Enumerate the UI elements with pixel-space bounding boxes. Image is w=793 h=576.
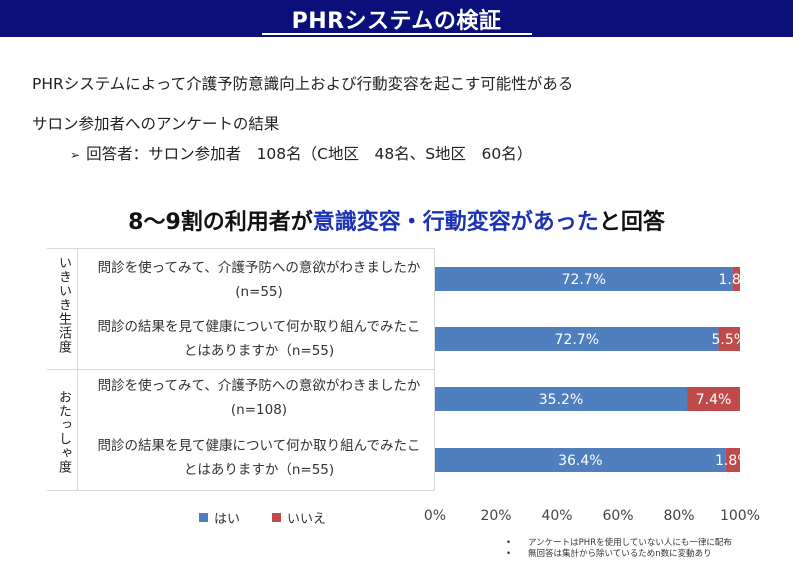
headline: 8〜9割の利用者が意識変容・行動変容があったと回答	[0, 204, 793, 236]
bar-label-no-1: 1.8%	[719, 272, 755, 288]
x-tick-label: 20%	[480, 508, 511, 524]
table-right-border	[434, 248, 435, 491]
question-4-line-2: とはありますか（n=55)	[183, 462, 335, 478]
bar-yes-3	[435, 387, 688, 411]
x-tick-label: 0%	[424, 508, 446, 524]
bar-label-yes-2: 72.7%	[555, 332, 599, 348]
intro-line-2: サロン参加者へのアンケートの結果	[32, 115, 280, 133]
title-underline	[262, 33, 532, 35]
footnote-2: • 無回答は集計から除いているためn数に変動あり	[506, 549, 712, 559]
bar-label-no-2: 5.5%	[711, 332, 747, 348]
table-top-border	[47, 248, 435, 249]
question-2-line-1: 問診の結果を見て健康について何か取り組んでみたこ	[97, 319, 421, 335]
x-tick-label: 80%	[663, 508, 694, 524]
bar-yes-4	[435, 448, 726, 472]
intro-line-1: PHRシステムによって介護予防意識向上および行動変容を起こす可能性がある	[32, 75, 574, 93]
table-bottom-border	[47, 490, 435, 491]
legend-swatch-yes	[199, 513, 208, 522]
group-label-ikiiki: いきいき生活度	[56, 256, 71, 354]
question-3: 問診を使ってみて、介護予防への意欲がわきましたか (n=108)	[83, 374, 435, 422]
question-3-line-1: 問診を使ってみて、介護予防への意欲がわきましたか	[97, 378, 421, 394]
bar-label-yes-3: 35.2%	[539, 392, 583, 408]
legend-swatch-no	[272, 513, 281, 522]
question-1-line-1: 問診を使ってみて、介護予防への意欲がわきましたか	[97, 260, 421, 276]
x-tick-label: 40%	[541, 508, 572, 524]
footnote-1: • アンケートはPHRを使用していない人にも一律に配布	[506, 538, 732, 548]
legend-item-no: いいえ	[272, 508, 326, 527]
legend-label-yes: はい	[214, 512, 241, 527]
page-title: PHRシステムの検証	[291, 8, 502, 34]
headline-highlight: 意識変容・行動変容があった	[312, 210, 599, 235]
bullet-arrow-icon: ➢	[70, 148, 81, 162]
bar-label-yes-4: 36.4%	[558, 453, 602, 469]
x-tick-label: 100%	[720, 508, 760, 524]
x-tick-label: 60%	[602, 508, 633, 524]
bar-no-1	[732, 267, 740, 291]
bar-no-3	[687, 387, 740, 411]
legend-label-no: いいえ	[287, 512, 327, 527]
bar-label-yes-1: 72.7%	[562, 272, 606, 288]
footnotes: • アンケートはPHRを使用していない人にも一律に配布 • 無回答は集計から除い…	[506, 538, 732, 560]
title-bar: PHRシステムの検証	[0, 0, 793, 37]
respondents-text: 回答者：サロン参加者 108名（C地区 48名、S地区 60名）	[86, 145, 533, 163]
legend-item-yes: はい	[199, 508, 240, 527]
bar-yes-2	[435, 327, 719, 351]
bar-label-no-4: 1.8%	[715, 453, 751, 469]
bar-no-4	[725, 448, 740, 472]
table-group-divider	[47, 369, 435, 370]
bar-no-2	[718, 327, 740, 351]
question-2: 問診の結果を見て健康について何か取り組んでみたこ とはありますか（n=55)	[83, 315, 435, 363]
question-2-line-2: とはありますか（n=55)	[183, 343, 335, 359]
question-3-line-2: (n=108)	[230, 402, 288, 418]
bar-yes-1	[435, 267, 733, 291]
bar-label-no-3: 7.4%	[696, 392, 732, 408]
question-table: いきいき生活度 おたっしゃ度 問診を使ってみて、介護予防への意欲がわきましたか …	[47, 248, 435, 491]
intro-line-3: ➢ 回答者：サロン参加者 108名（C地区 48名、S地区 60名）	[70, 142, 532, 164]
question-1-line-2: (n=55)	[235, 284, 283, 300]
question-4: 問診の結果を見て健康について何か取り組んでみたこ とはありますか（n=55)	[83, 434, 435, 482]
group-label-otassha: おたっしゃ度	[56, 390, 71, 474]
question-1: 問診を使ってみて、介護予防への意欲がわきましたか (n=55)	[83, 256, 435, 304]
table-group-column-divider	[77, 248, 78, 491]
headline-part-1: 8〜9割の利用者が	[128, 210, 313, 235]
question-4-line-1: 問診の結果を見て健康について何か取り組んでみたこ	[97, 438, 421, 454]
headline-part-3: と回答	[598, 210, 665, 235]
